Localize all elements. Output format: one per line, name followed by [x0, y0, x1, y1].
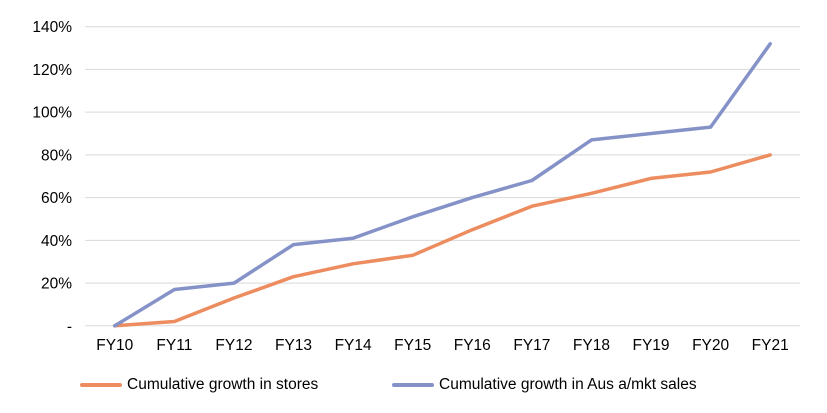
- y-axis-tick-label: 120%: [32, 62, 72, 79]
- y-axis-tick-label: 40%: [41, 233, 72, 250]
- x-axis-tick-label: FY10: [96, 337, 133, 354]
- x-axis-tick-label: FY21: [752, 337, 789, 354]
- legend-item-aus-mkt-sales: Cumulative growth in Aus a/mkt sales: [392, 375, 697, 395]
- x-axis-tick-label: FY20: [692, 337, 729, 354]
- x-axis-tick-label: FY19: [633, 337, 670, 354]
- x-axis-tick-label: FY15: [394, 337, 431, 354]
- series-line-aus-mkt-sales: [113, 42, 772, 328]
- x-axis-tick-label: FY12: [215, 337, 252, 354]
- series-line-stores: [113, 153, 772, 328]
- chart-legend: Cumulative growth in stores Cumulative g…: [0, 375, 827, 399]
- legend-item-stores: Cumulative growth in stores: [80, 375, 318, 395]
- x-axis-tick-label: FY18: [573, 337, 610, 354]
- y-axis-tick-label: 80%: [41, 147, 72, 164]
- x-axis-tick-label: FY13: [275, 337, 312, 354]
- x-axis-tick-label: FY17: [513, 337, 550, 354]
- y-axis-tick-label: 60%: [41, 190, 72, 207]
- legend-line-swatch-aus-mkt-sales: [392, 382, 434, 388]
- x-axis-tick-label: FY14: [335, 337, 372, 354]
- x-axis-tick-label: FY16: [454, 337, 491, 354]
- y-axis-tick-label: 20%: [41, 276, 72, 293]
- legend-label-stores: Cumulative growth in stores: [127, 376, 319, 393]
- y-axis-tick-label: 140%: [32, 19, 72, 36]
- legend-label-aus-mkt-sales: Cumulative growth in Aus a/mkt sales: [439, 376, 697, 393]
- y-axis-tick-label: 100%: [32, 105, 72, 122]
- legend-line-swatch-stores: [80, 382, 122, 388]
- y-axis-tick-label: -: [67, 318, 72, 335]
- x-axis-tick-label: FY11: [156, 337, 192, 354]
